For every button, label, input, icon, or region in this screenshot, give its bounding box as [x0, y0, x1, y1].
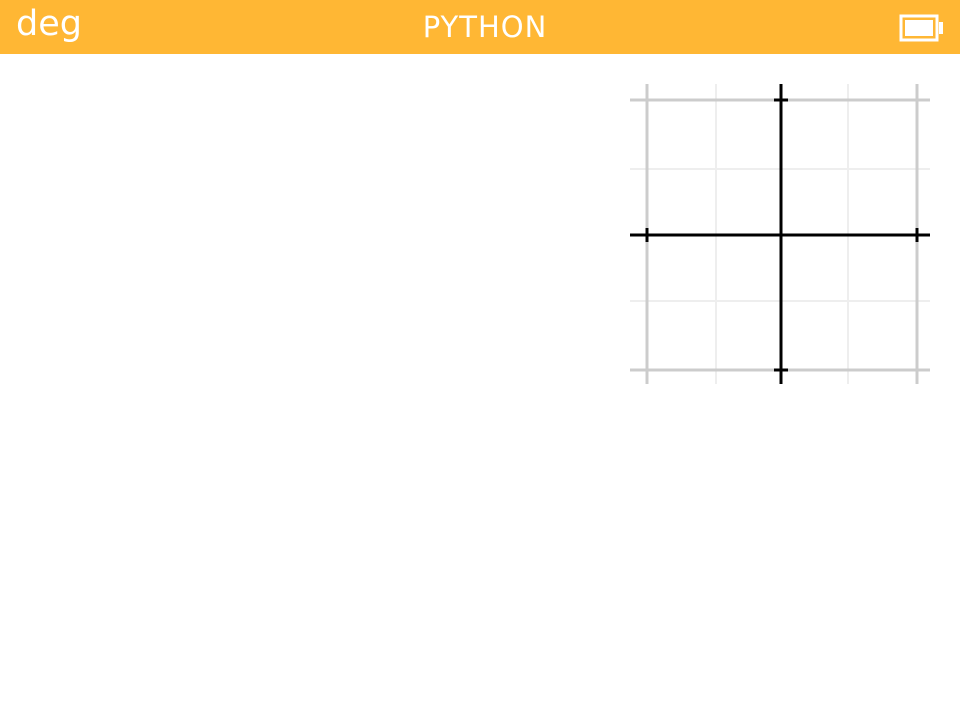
status-bar: deg PYTHON	[0, 0, 960, 54]
axes	[630, 84, 930, 384]
cartesian-grid	[630, 84, 930, 384]
angle-unit-label: deg	[16, 4, 82, 44]
app-title: PYTHON	[422, 10, 548, 44]
battery-icon	[899, 14, 943, 42]
axis-ticks	[645, 98, 919, 372]
